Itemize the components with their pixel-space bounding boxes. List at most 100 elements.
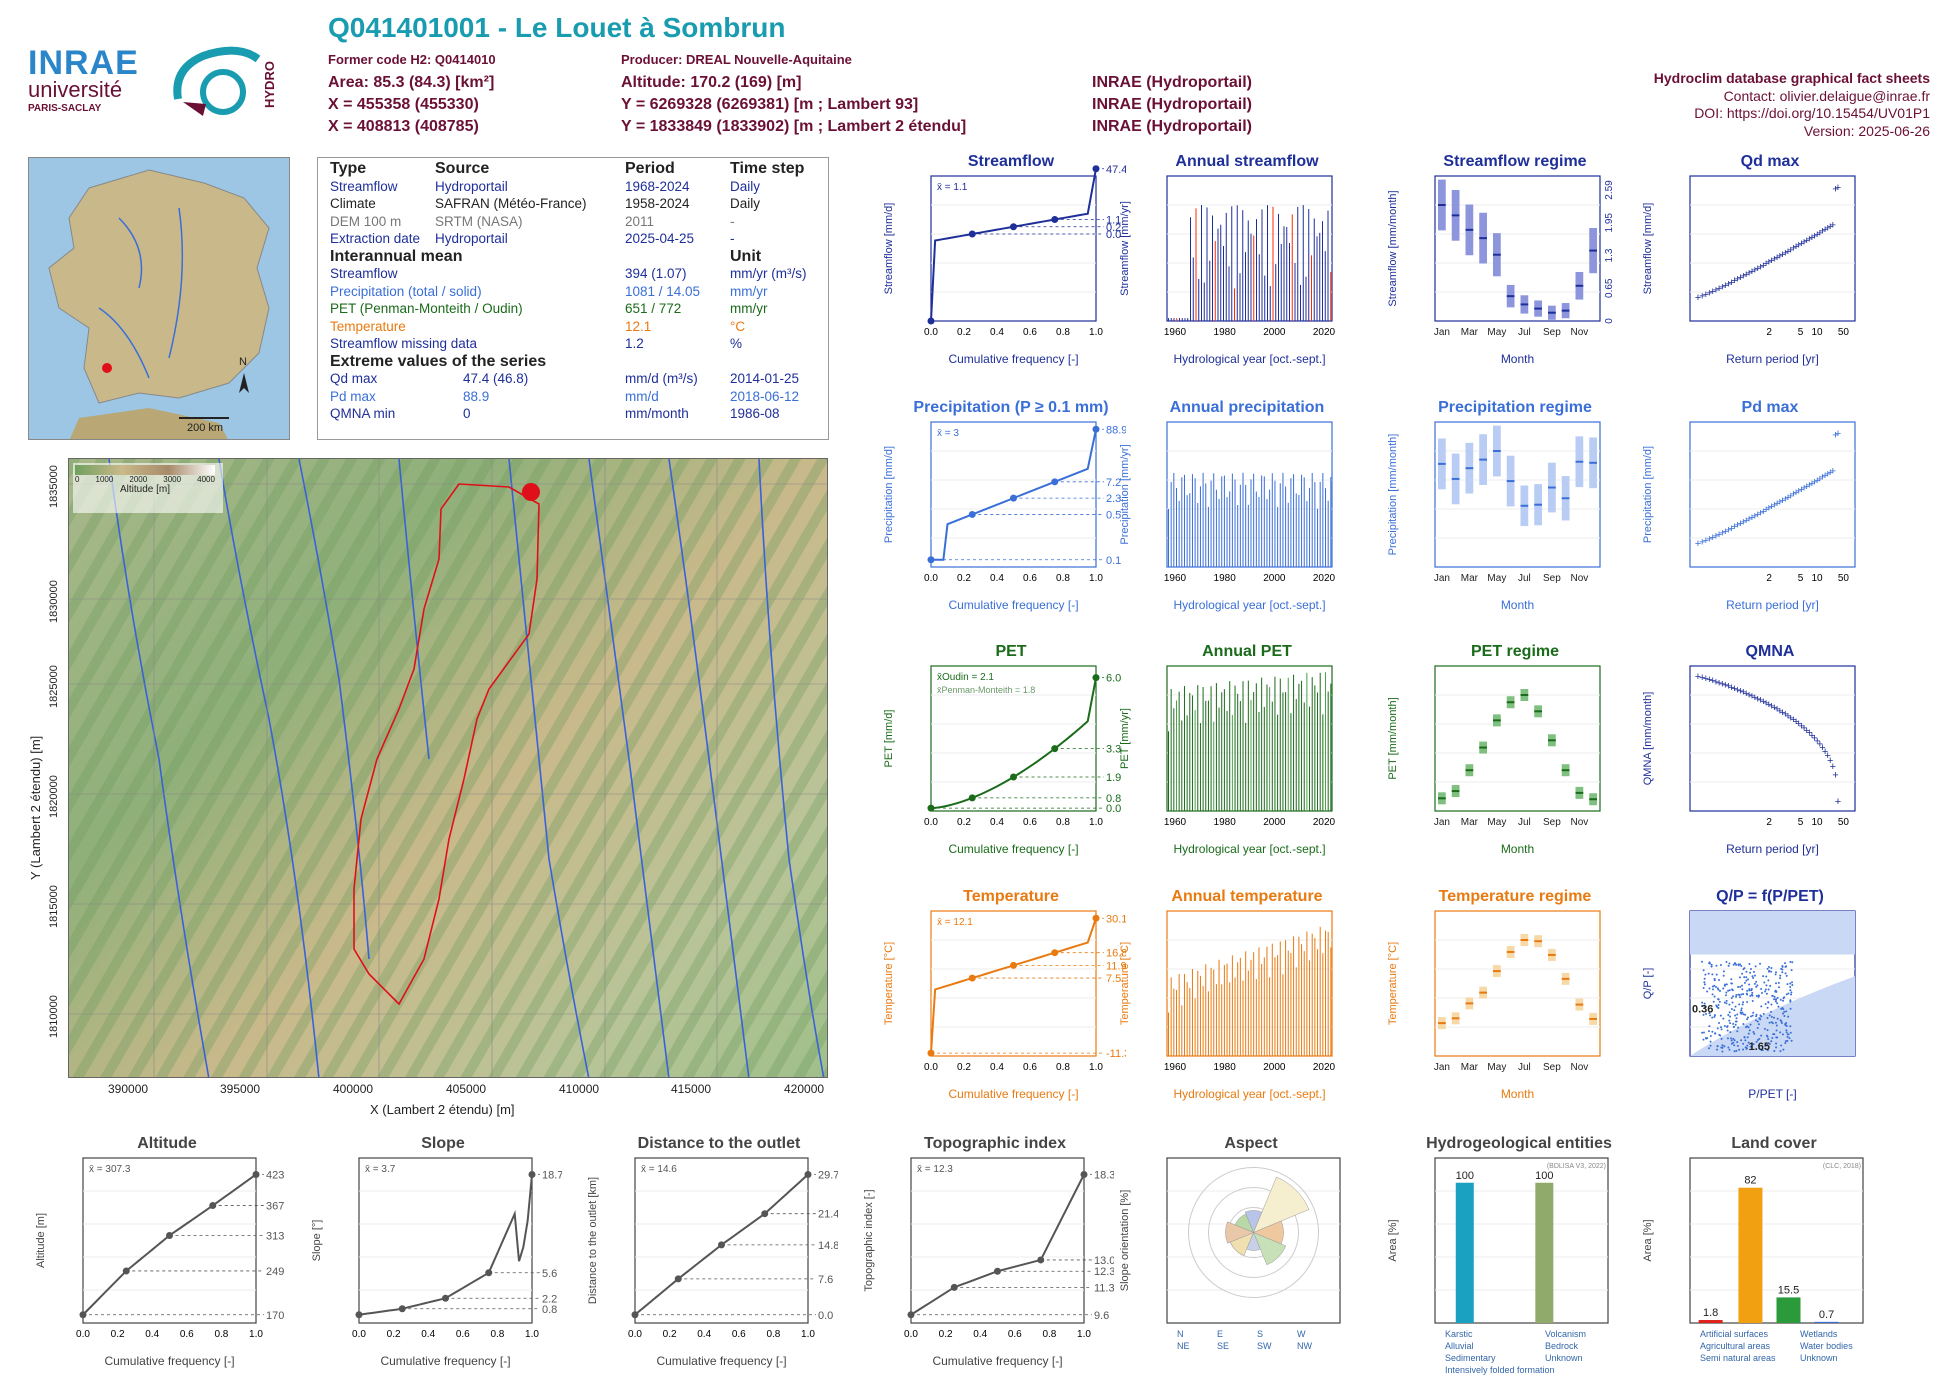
quantile-label: 12.3 bbox=[1094, 1266, 1114, 1278]
scatter-point bbox=[1742, 992, 1745, 995]
data-point: + bbox=[1713, 530, 1719, 542]
y-axis-label: Slope [°] bbox=[311, 1220, 323, 1262]
scatter-point bbox=[1776, 1002, 1779, 1005]
bar bbox=[1290, 713, 1292, 811]
y-axis-label: Streamflow [mm/month] bbox=[1387, 190, 1399, 306]
scatter-point bbox=[1758, 1037, 1761, 1040]
scatter-point bbox=[1741, 988, 1744, 991]
x-tick: 0.8 bbox=[1056, 817, 1070, 828]
scatter-point bbox=[1711, 973, 1714, 976]
scatter-point bbox=[1777, 1005, 1780, 1008]
scatter-point bbox=[1751, 1014, 1754, 1017]
extreme-name: Pd max bbox=[330, 388, 376, 404]
scatter-point bbox=[1718, 979, 1721, 982]
bar bbox=[1325, 930, 1327, 1056]
data-point: + bbox=[1835, 796, 1841, 808]
bar bbox=[1239, 700, 1241, 811]
scatter-point bbox=[1703, 983, 1706, 986]
bar bbox=[1261, 963, 1263, 1056]
x-tick: 0.4 bbox=[990, 1062, 1004, 1073]
x-tick: 5 bbox=[1798, 817, 1804, 828]
scatter-point bbox=[1776, 996, 1779, 999]
scatter-point bbox=[1784, 962, 1787, 965]
y-axis-label: QMNA [mm/month] bbox=[1642, 692, 1654, 786]
quantile-label: 1.9 bbox=[1106, 772, 1121, 784]
y-axis-label: Precipitation [mm/month] bbox=[1387, 434, 1399, 556]
scatter-point bbox=[1720, 1046, 1723, 1049]
row-step: Daily bbox=[730, 196, 761, 211]
chart-pd_max: Pd max Return period [yr] Precipitation [m… bbox=[1642, 399, 1856, 612]
y-axis-label: PET [mm/month] bbox=[1387, 697, 1399, 779]
legend-entry: W bbox=[1297, 1329, 1306, 1339]
scatter-point bbox=[1752, 1043, 1755, 1046]
scatter-point bbox=[1782, 1048, 1785, 1051]
x-axis-label: Return period [yr] bbox=[1726, 598, 1819, 612]
y-axis-label: Streamflow [mm/yr] bbox=[1119, 201, 1131, 296]
scatter-point bbox=[1714, 985, 1717, 988]
scatter-point bbox=[1717, 1004, 1720, 1007]
data-point: + bbox=[1790, 243, 1796, 255]
y2e: Y = 1833849 (1833902) [m ; Lambert 2 éte… bbox=[621, 118, 967, 135]
row-source: SAFRAN (Météo-France) bbox=[435, 196, 587, 211]
bar bbox=[1261, 677, 1263, 811]
x-tick: 0.4 bbox=[990, 573, 1004, 584]
y-axis-label: Area [%] bbox=[1642, 1219, 1654, 1261]
source-2: INRAE (Hydroportail) bbox=[1092, 96, 1252, 113]
bar bbox=[1322, 953, 1324, 1056]
chart-precip_cdf: Precipitation (P ≥ 0.1 mm) Cumulative fre… bbox=[883, 399, 1126, 612]
bar bbox=[1173, 472, 1175, 567]
chart-title: Land cover bbox=[1731, 1135, 1816, 1152]
scatter-point bbox=[1713, 977, 1716, 980]
x-tick: 0.6 bbox=[1008, 1329, 1022, 1340]
col-period: Period bbox=[625, 160, 675, 177]
data-point: + bbox=[1734, 274, 1740, 286]
scatter-point bbox=[1711, 993, 1714, 996]
bar bbox=[1289, 243, 1290, 321]
x-tick: 0.4 bbox=[697, 1329, 711, 1340]
data-point: + bbox=[1752, 510, 1758, 522]
data-point: + bbox=[1746, 513, 1752, 525]
data-point: + bbox=[1703, 535, 1709, 547]
scatter-point bbox=[1727, 989, 1730, 992]
scatter-point bbox=[1701, 1004, 1704, 1007]
doi[interactable]: DOI: https://doi.org/10.15454/UV01P1 bbox=[1694, 105, 1930, 121]
x-tick: 0.8 bbox=[1056, 1062, 1070, 1073]
x-tick: 0.8 bbox=[214, 1329, 228, 1340]
rose-ring bbox=[1208, 1187, 1299, 1278]
quantile-label: 14.8 bbox=[818, 1240, 838, 1252]
scatter-point bbox=[1775, 1042, 1778, 1045]
scatter-point bbox=[1725, 991, 1728, 994]
x-tick: 0.6 bbox=[1023, 1062, 1037, 1073]
scatter-point bbox=[1716, 1048, 1719, 1051]
bar bbox=[1269, 286, 1271, 321]
scatter-point bbox=[1781, 971, 1784, 974]
data-point: + bbox=[1814, 229, 1820, 241]
x-tick: Sep bbox=[1543, 1062, 1561, 1073]
x-axis-label: Return period [yr] bbox=[1726, 842, 1819, 856]
x-tick: 0.2 bbox=[663, 1329, 677, 1340]
data-point: + bbox=[1703, 289, 1709, 301]
bar bbox=[1207, 991, 1209, 1056]
bar bbox=[1186, 982, 1188, 1056]
bar bbox=[1217, 228, 1219, 321]
data-point: + bbox=[1835, 428, 1841, 440]
chart-title: Pd max bbox=[1742, 399, 1799, 416]
data-point: + bbox=[1830, 220, 1836, 232]
contact[interactable]: Contact: olivier.delaigue@inrae.fr bbox=[1723, 87, 1930, 104]
x-tick: 1960 bbox=[1164, 327, 1187, 338]
scatter-point bbox=[1730, 997, 1733, 1000]
bar bbox=[1327, 691, 1329, 811]
scatter-point bbox=[1751, 1000, 1754, 1003]
scatter-point bbox=[1740, 1012, 1743, 1015]
bar bbox=[1455, 1182, 1474, 1323]
bar bbox=[1258, 496, 1260, 567]
bar bbox=[1242, 980, 1244, 1056]
data-point: + bbox=[1804, 725, 1810, 737]
scatter-point bbox=[1787, 1033, 1790, 1036]
scatter-point bbox=[1735, 995, 1738, 998]
row-period: 1968-2024 bbox=[625, 178, 690, 194]
scatter-point bbox=[1709, 1034, 1712, 1037]
energy-limit-zone bbox=[1690, 911, 1855, 955]
scatter-point bbox=[1754, 1019, 1757, 1022]
